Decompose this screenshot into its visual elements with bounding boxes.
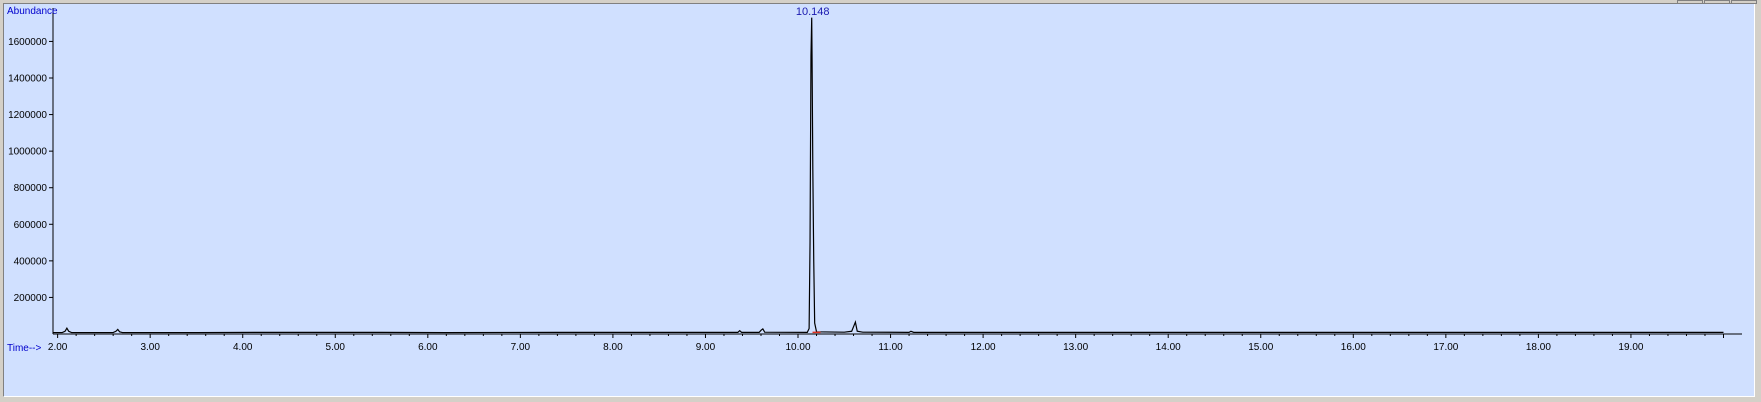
y-tick-label: 1400000 (8, 74, 47, 85)
x-tick-label: 7.00 (511, 342, 531, 353)
chromatogram-chart: 200000 400000 600000 800000 1000000 1200000 14… (7, 6, 1742, 354)
x-tick-label: 19.00 (1618, 342, 1643, 353)
x-tick-label: 4.00 (233, 342, 253, 353)
plot-area: 200000 400000 600000 800000 1000000 1200000 14… (3, 3, 1755, 397)
x-tick-label: 5.00 (326, 342, 346, 353)
x-tick-label: 16.00 (1341, 342, 1366, 353)
y-tick-label: 200000 (14, 293, 48, 304)
y-tick-label: 400000 (14, 256, 48, 267)
x-tick-label: 2.00 (48, 342, 68, 353)
x-axis-title: Time--> (7, 343, 42, 354)
y-tick-label: 600000 (14, 220, 48, 231)
x-tick-label: 14.00 (1156, 342, 1181, 353)
x-tick-label: 9.00 (696, 342, 716, 353)
x-tick-label: 17.00 (1433, 342, 1458, 353)
y-tick-label: 1200000 (8, 110, 47, 121)
y-tick-label: 1000000 (8, 147, 47, 158)
y-axis-title: Abundance (7, 6, 58, 17)
x-tick-label: 12.00 (971, 342, 996, 353)
trace-series (53, 17, 1724, 334)
annotations: 10.148 (796, 6, 830, 18)
x-tick-label: 6.00 (418, 342, 438, 353)
scroll-button-middle[interactable] (1704, 0, 1730, 4)
x-tick-label: 11.00 (878, 342, 903, 353)
x-tick-label: 18.00 (1526, 342, 1551, 353)
x-axis: 2.00 3.00 4.00 5.00 6.00 7.00 8.00 9.00 10.00 11.… (48, 333, 1742, 353)
y-axis: 200000 400000 600000 800000 1000000 1200000 14… (8, 8, 54, 334)
y-tick-label: 800000 (14, 183, 48, 194)
x-tick-label: 13.00 (1063, 342, 1088, 353)
trace-line (53, 17, 1724, 334)
y-tick-label: 1600000 (8, 37, 47, 48)
x-tick-label: 15.00 (1248, 342, 1273, 353)
x-tick-label: 3.00 (140, 342, 160, 353)
x-tick-label: 10.00 (785, 342, 810, 353)
peak-label: 10.148 (796, 6, 830, 18)
scroll-button-left[interactable] (1677, 0, 1703, 4)
scroll-button-right[interactable] (1731, 0, 1757, 4)
x-tick-label: 8.00 (603, 342, 623, 353)
